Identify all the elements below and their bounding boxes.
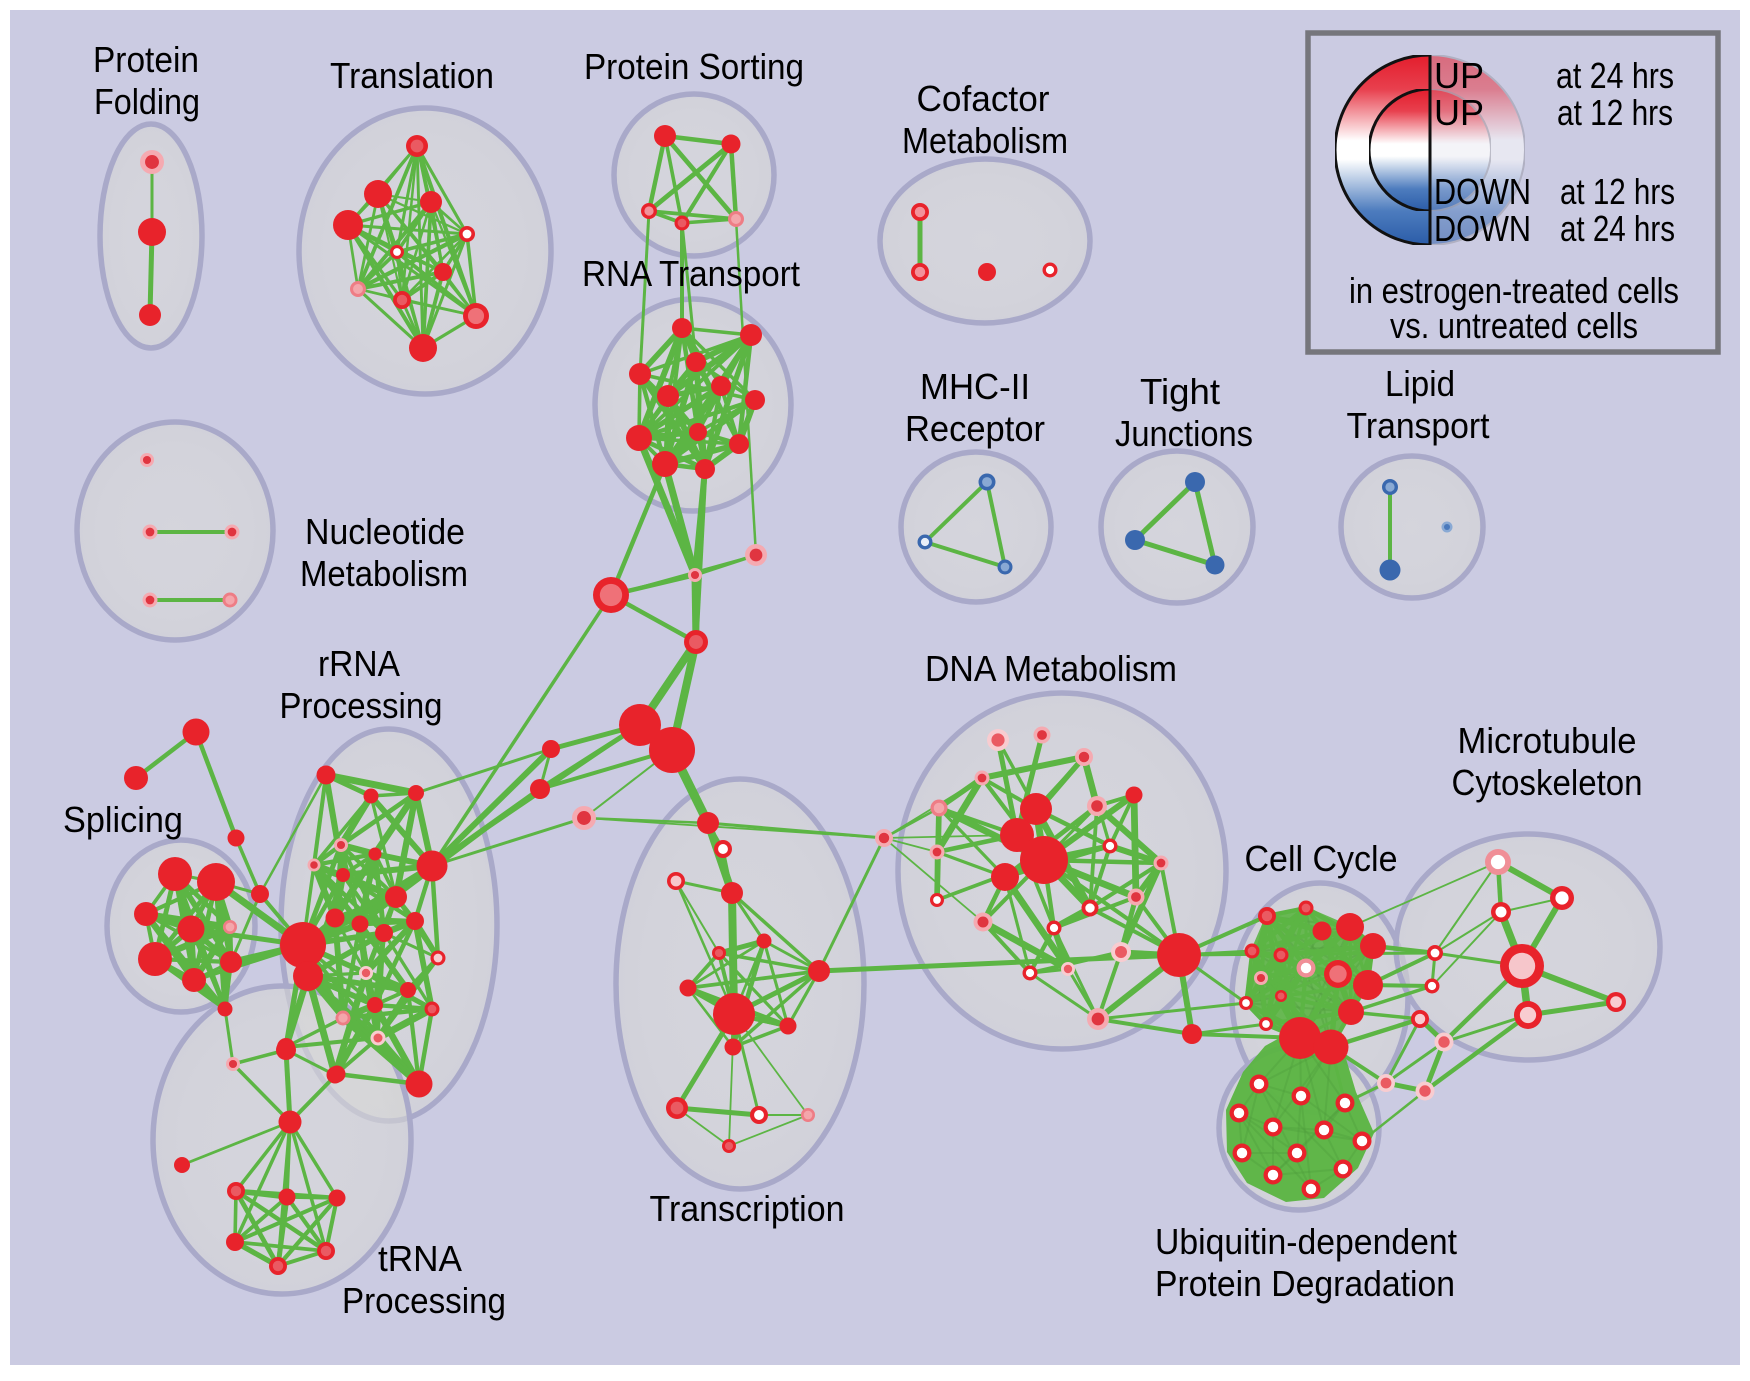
svg-text:Cytoskeleton: Cytoskeleton [1452,762,1643,803]
svg-text:at 24 hrs: at 24 hrs [1560,208,1675,249]
svg-text:Nucleotide: Nucleotide [305,511,465,552]
svg-text:UP: UP [1434,55,1484,96]
svg-text:Protein Degradation: Protein Degradation [1155,1263,1455,1304]
svg-text:in estrogen-treated cells: in estrogen-treated cells [1349,270,1679,311]
svg-text:Transcription: Transcription [650,1188,845,1229]
svg-text:Junctions: Junctions [1115,413,1253,454]
svg-text:DOWN: DOWN [1434,171,1531,212]
svg-text:Folding: Folding [94,81,200,122]
svg-text:Cofactor: Cofactor [917,78,1050,119]
svg-text:Cell Cycle: Cell Cycle [1245,838,1398,879]
svg-text:Metabolism: Metabolism [902,120,1068,161]
svg-text:Translation: Translation [330,55,494,96]
svg-text:DNA Metabolism: DNA Metabolism [925,648,1177,689]
svg-text:UP: UP [1434,92,1484,133]
svg-text:Receptor: Receptor [905,408,1045,449]
svg-text:Microtubule: Microtubule [1458,720,1637,761]
svg-text:rRNA: rRNA [318,643,400,684]
svg-text:Transport: Transport [1347,405,1490,446]
svg-text:Processing: Processing [280,685,443,726]
svg-text:Ubiquitin-dependent: Ubiquitin-dependent [1155,1221,1457,1262]
svg-text:at 12 hrs: at 12 hrs [1560,171,1675,212]
svg-text:Splicing: Splicing [63,799,183,840]
svg-text:at 24 hrs: at 24 hrs [1556,55,1674,96]
svg-text:MHC-II: MHC-II [920,366,1030,407]
svg-text:RNA Transport: RNA Transport [582,253,800,294]
svg-text:Tight: Tight [1140,371,1220,412]
svg-text:tRNA: tRNA [378,1238,462,1279]
svg-text:DOWN: DOWN [1434,208,1531,249]
svg-text:Protein Sorting: Protein Sorting [584,46,804,87]
svg-text:Processing: Processing [342,1280,506,1321]
svg-text:Protein: Protein [93,39,199,80]
svg-text:Lipid: Lipid [1385,363,1455,404]
svg-text:vs. untreated cells: vs. untreated cells [1390,305,1638,346]
svg-text:at 12 hrs: at 12 hrs [1557,92,1673,133]
svg-text:Metabolism: Metabolism [300,553,468,594]
